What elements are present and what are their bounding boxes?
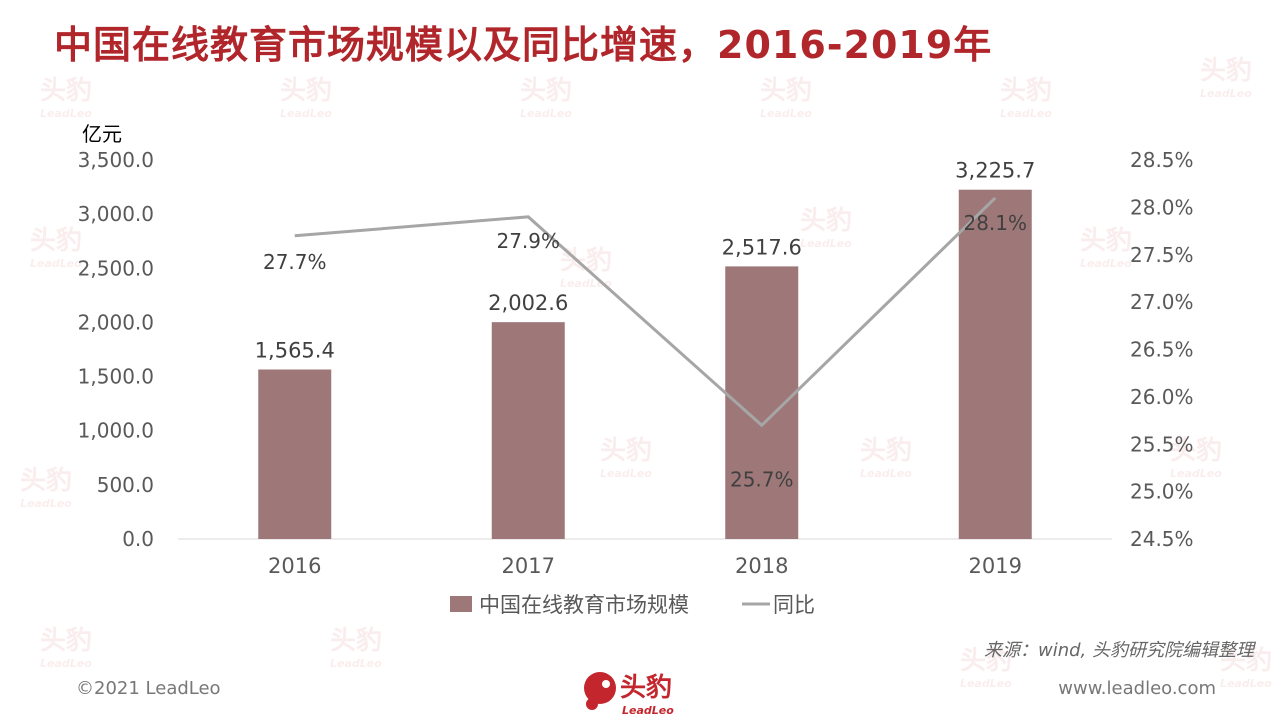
line-data-label: 28.1% [963, 211, 1027, 235]
right-axis-tick-label: 28.5% [1130, 148, 1194, 172]
x-axis-tick-label: 2018 [735, 554, 788, 578]
watermark-logo: 头豹 LeadLeo [280, 76, 333, 120]
watermark-logo: 头豹 LeadLeo [1200, 56, 1253, 100]
right-axis-tick-label: 25.0% [1130, 480, 1194, 504]
right-axis-tick-label: 24.5% [1130, 527, 1194, 551]
left-axis-tick-label: 0.0 [122, 527, 154, 551]
watermark-logo: 头豹 LeadLeo [40, 626, 93, 670]
x-axis-tick-label: 2016 [268, 554, 321, 578]
right-axis-tick-label: 28.0% [1130, 195, 1194, 219]
left-axis-tick-label: 2,000.0 [78, 310, 154, 334]
watermark-logo: 头豹 LeadLeo [800, 206, 853, 250]
left-axis-tick-label: 500.0 [97, 473, 154, 497]
watermark-logo: 头豹 LeadLeo [600, 436, 653, 480]
left-axis-tick-label: 1,000.0 [78, 419, 154, 443]
right-axis-tick-label: 27.5% [1130, 243, 1194, 267]
x-axis-tick-label: 2017 [502, 554, 555, 578]
right-axis-tick-label: 26.5% [1130, 338, 1194, 362]
line-data-label: 27.7% [263, 250, 327, 274]
logo-head-icon [584, 672, 616, 704]
line-path [294, 196, 997, 428]
x-axis-tick-label: 2019 [969, 554, 1022, 578]
watermark-logo: 头豹 LeadLeo [40, 76, 93, 120]
left-axis-unit: 亿元 [82, 122, 122, 146]
x-axis-labels: 2016 2017 2018 2019 [268, 554, 1022, 578]
page-title: 中国在线教育市场规模以及同比增速，2016-2019年 [54, 23, 993, 67]
legend-label: 同比 [773, 593, 815, 617]
legend: 中国在线教育市场规模 同比 [450, 593, 815, 617]
right-axis-tick-label: 25.5% [1130, 432, 1194, 456]
logo-subtext: LeadLeo [622, 704, 674, 717]
bar [491, 322, 565, 539]
website-link[interactable]: www.leadleo.com [1058, 678, 1216, 699]
watermark-logo: 头豹 LeadLeo [520, 76, 573, 120]
left-axis-tick-label: 3,000.0 [78, 202, 154, 226]
watermark-logo: 头豹 LeadLeo [30, 226, 83, 270]
line-data-label: 25.7% [730, 467, 794, 491]
logo-text: 头豹 [620, 672, 672, 703]
source-note: 来源：wind, 头豹研究院编辑整理 [984, 640, 1254, 661]
left-axis: 亿元 0.0 500.0 1,000.0 1,500.0 2,000.0 2,500.0 3,… [78, 122, 154, 551]
bar [258, 369, 332, 539]
bar-data-label: 2,517.6 [722, 235, 802, 259]
bar-data-label: 1,565.4 [255, 338, 335, 362]
leadleo-logo: 头豹 LeadLeo [584, 672, 674, 717]
watermark-logo: 头豹 LeadLeo [860, 436, 913, 480]
left-axis-tick-label: 2,500.0 [78, 256, 154, 280]
watermark-logo: 头豹 LeadLeo [20, 466, 73, 510]
watermark-logo: 头豹 LeadLeo [1170, 436, 1223, 480]
left-axis-tick-label: 3,500.0 [78, 148, 154, 172]
line-data-label: 27.9% [496, 229, 560, 253]
watermark-logo: 头豹 LeadLeo [760, 76, 813, 120]
watermark-logo: 头豹 LeadLeo [1000, 76, 1053, 120]
left-axis-tick-label: 1,500.0 [78, 365, 154, 389]
copyright-text: ©2021 LeadLeo [76, 678, 221, 699]
right-axis-tick-label: 27.0% [1130, 290, 1194, 314]
watermark-logo: 头豹 LeadLeo [1220, 646, 1273, 690]
bar-series: 1,565.4 2,002.6 2,517.6 3,225.7 [255, 159, 1035, 540]
bar [958, 189, 1032, 540]
bar-data-label: 3,225.7 [955, 159, 1035, 183]
legend-label: 中国在线教育市场规模 [479, 593, 689, 617]
right-axis-tick-label: 26.0% [1130, 385, 1194, 409]
bar-data-label: 2,002.6 [488, 291, 568, 315]
right-axis: 24.5% 25.0% 25.5% 26.0% 26.5% 27.0% 27.5% 28.0%… [1130, 148, 1194, 551]
legend-swatch-bar [450, 596, 472, 612]
watermark-logo: 头豹 LeadLeo [1080, 226, 1133, 270]
line-series: 27.7% 27.9% 25.7% 28.1% [263, 196, 1027, 491]
watermark-logo: 头豹 LeadLeo [960, 646, 1013, 690]
watermark-logo: 头豹 LeadLeo [330, 626, 383, 670]
